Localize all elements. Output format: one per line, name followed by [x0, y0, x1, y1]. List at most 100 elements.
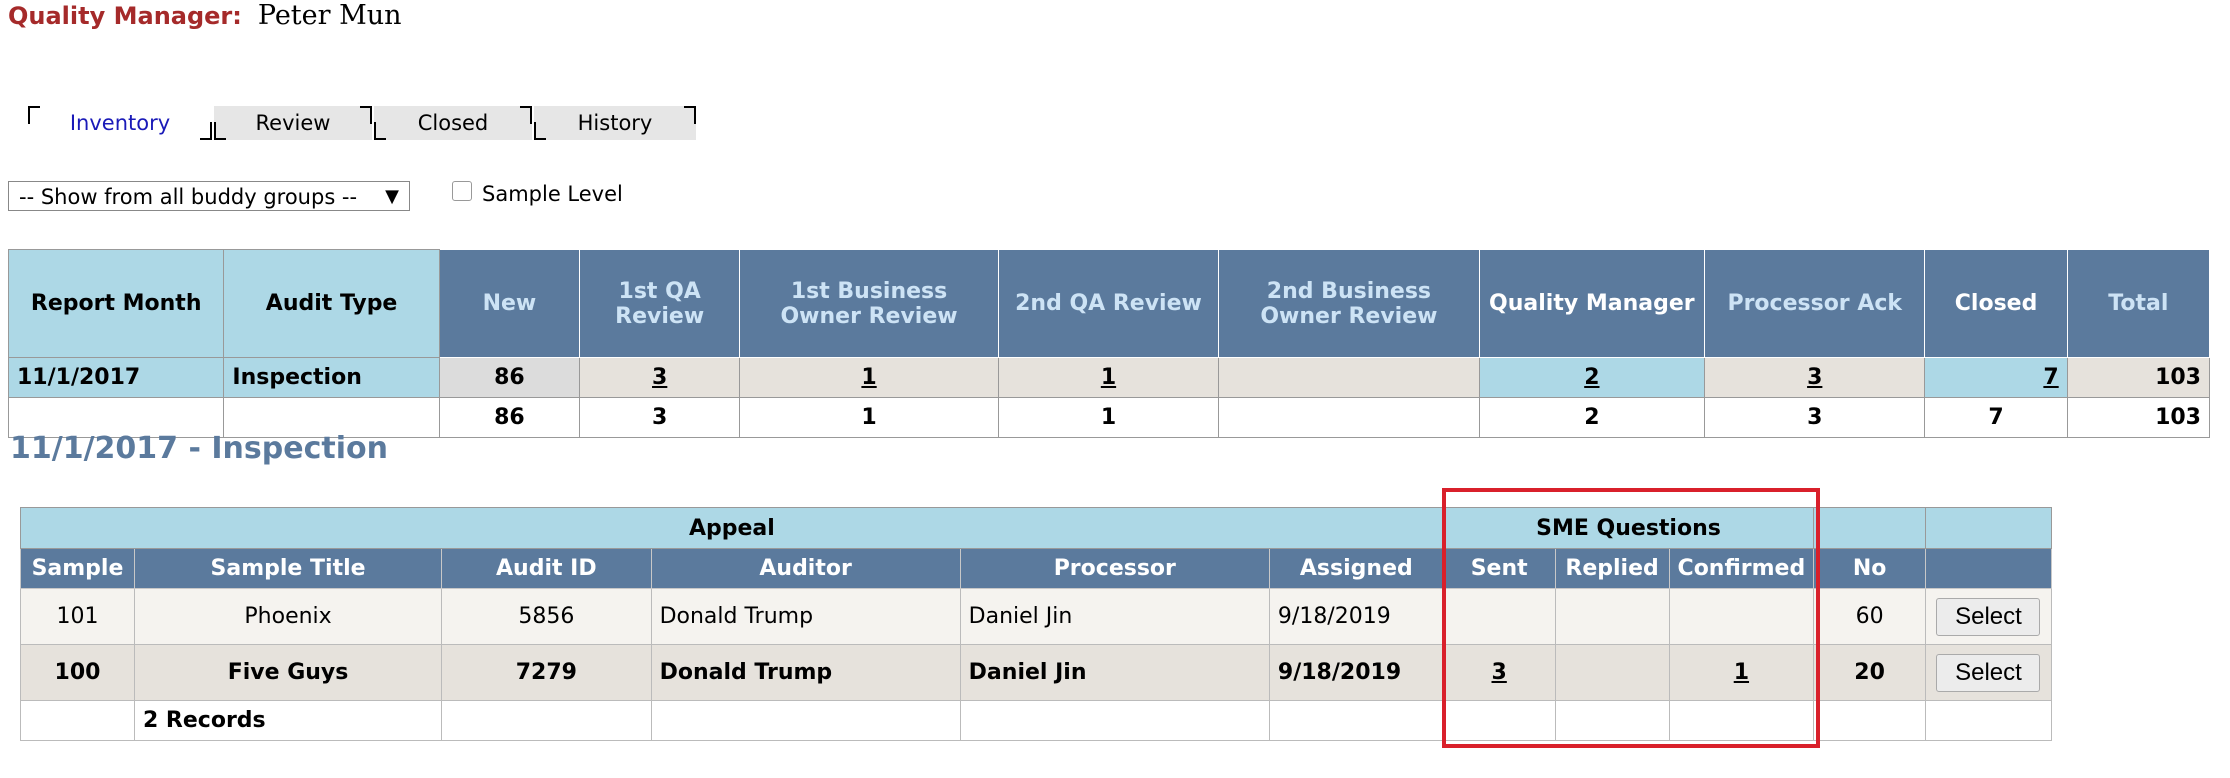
processor-cell: Daniel Jin	[959, 644, 1270, 701]
col-no[interactable]: No	[1813, 548, 1926, 589]
ack-count-link[interactable]: 3	[1807, 365, 1823, 390]
audit-id-cell: 7279	[441, 644, 652, 701]
sme-questions-highlight-box	[1442, 488, 1820, 748]
footer-row: 2 Records	[20, 700, 2053, 741]
sme-questions-group-header: SME Questions	[1442, 507, 1815, 549]
audit-id-cell: 5856	[441, 588, 652, 645]
total-total: 103	[2066, 397, 2211, 438]
col-processor[interactable]: Processor	[959, 548, 1270, 589]
col-total[interactable]: Total	[2066, 249, 2211, 358]
appeal-group-header: Appeal	[20, 507, 1444, 549]
section-title: 11/1/2017 - Inspection	[10, 431, 388, 466]
total-qm: 2	[1478, 397, 1706, 438]
total-bo2	[1218, 397, 1480, 438]
empty-cell	[650, 700, 961, 741]
closed-count-link[interactable]: 7	[2043, 365, 2059, 390]
sample-cell: 100	[20, 644, 135, 701]
col-1st-qa-review[interactable]: 1st QA Review	[579, 249, 741, 358]
qa2-count-link[interactable]: 1	[1100, 365, 1117, 390]
col-auditor[interactable]: Auditor	[650, 548, 961, 589]
tab-review-label: Review	[255, 111, 331, 135]
summary-table: Report Month Audit Type New 1st QA Revie…	[7, 249, 2211, 438]
sample-level-checkbox[interactable]	[452, 181, 472, 201]
report-month-cell: 11/1/2017	[7, 357, 225, 398]
empty-cell	[1924, 700, 2053, 741]
role-label: Quality Manager:	[8, 2, 242, 30]
bo2-count	[1218, 357, 1480, 398]
col-report-month: Report Month	[7, 249, 225, 358]
no-cell: 60	[1813, 588, 1926, 645]
col-sample-title[interactable]: Sample Title	[133, 548, 443, 589]
empty-cell	[223, 397, 440, 438]
empty-group-header	[1813, 507, 1926, 549]
sample-title-cell: Phoenix	[133, 588, 443, 645]
total-qa2: 1	[997, 397, 1220, 438]
chevron-down-icon: ▼	[385, 186, 399, 207]
col-processor-ack[interactable]: Processor Ack	[1704, 249, 1926, 358]
col-sent[interactable]: Sent	[1442, 548, 1556, 589]
tab-history[interactable]: History	[534, 106, 696, 140]
table-row: 100 Five Guys 7279 Donald Trump Daniel J…	[20, 644, 2053, 701]
total-qa1: 3	[579, 397, 741, 438]
col-audit-id[interactable]: Audit ID	[441, 548, 652, 589]
col-2nd-qa-review[interactable]: 2nd QA Review	[997, 249, 1220, 358]
empty-cell	[1668, 700, 1815, 741]
col-sample[interactable]: Sample	[20, 548, 135, 589]
col-action	[1924, 548, 2053, 589]
col-quality-manager[interactable]: Quality Manager	[1478, 249, 1706, 358]
empty-cell	[7, 397, 225, 438]
assigned-cell: 9/18/2019	[1268, 644, 1444, 701]
bo1-count-link[interactable]: 1	[861, 365, 877, 390]
col-new[interactable]: New	[438, 249, 581, 358]
total-count: 103	[2066, 357, 2211, 398]
page-header: Quality Manager: Peter Mun	[8, 0, 402, 36]
totals-row: 86 3 1 1 2 3 7 103	[7, 397, 2211, 438]
no-cell: 20	[1813, 644, 1926, 701]
record-count: 2 Records	[133, 700, 443, 741]
table-row: 11/1/2017 Inspection 86 3 1 1 2 3 7 103	[7, 357, 2211, 398]
qa1-count-link[interactable]: 3	[652, 365, 668, 390]
total-bo1: 1	[739, 397, 999, 438]
empty-cell	[959, 700, 1270, 741]
new-count: 86	[438, 357, 581, 398]
empty-group-header	[1924, 507, 2053, 549]
col-audit-type: Audit Type	[223, 249, 440, 358]
auditor-cell: Donald Trump	[650, 588, 961, 645]
audit-type-cell: Inspection	[223, 357, 440, 398]
sent-link[interactable]: 3	[1491, 660, 1507, 685]
sample-level-label: Sample Level	[482, 182, 623, 206]
auditor-cell: Donald Trump	[650, 644, 961, 701]
col-1st-business-owner-review[interactable]: 1st Business Owner Review	[739, 249, 999, 358]
col-assigned[interactable]: Assigned	[1268, 548, 1444, 589]
select-button[interactable]: Select	[1936, 597, 2041, 636]
assigned-cell: 9/18/2019	[1268, 588, 1444, 645]
col-closed[interactable]: Closed	[1924, 249, 2068, 358]
confirmed-link[interactable]: 1	[1733, 660, 1750, 685]
table-row: 101 Phoenix 5856 Donald Trump Daniel Jin…	[20, 588, 2053, 645]
tab-history-label: History	[577, 111, 653, 135]
empty-cell	[441, 700, 652, 741]
empty-cell	[1554, 700, 1670, 741]
tab-closed-label: Closed	[417, 111, 489, 135]
empty-cell	[20, 700, 135, 741]
total-closed: 7	[1924, 397, 2068, 438]
user-name: Peter Mun	[257, 0, 402, 31]
detail-table: Appeal SME Questions Sample Sample Title…	[20, 507, 2053, 741]
replied-cell	[1554, 644, 1670, 701]
col-2nd-business-owner-review[interactable]: 2nd Business Owner Review	[1218, 249, 1480, 358]
tab-inventory[interactable]: Inventory	[28, 106, 212, 140]
col-replied[interactable]: Replied	[1554, 548, 1670, 589]
total-new: 86	[438, 397, 581, 438]
replied-cell	[1554, 588, 1670, 645]
tab-closed[interactable]: Closed	[374, 106, 532, 140]
qm-count-link[interactable]: 2	[1584, 365, 1600, 390]
buddy-group-select[interactable]: -- Show from all buddy groups -- ▼	[8, 181, 410, 211]
buddy-group-select-value: -- Show from all buddy groups --	[19, 185, 358, 209]
select-button[interactable]: Select	[1936, 653, 2041, 692]
tab-review[interactable]: Review	[214, 106, 372, 140]
empty-cell	[1442, 700, 1556, 741]
empty-cell	[1268, 700, 1444, 741]
sample-cell: 101	[20, 588, 135, 645]
processor-cell: Daniel Jin	[959, 588, 1270, 645]
empty-cell	[1813, 700, 1926, 741]
